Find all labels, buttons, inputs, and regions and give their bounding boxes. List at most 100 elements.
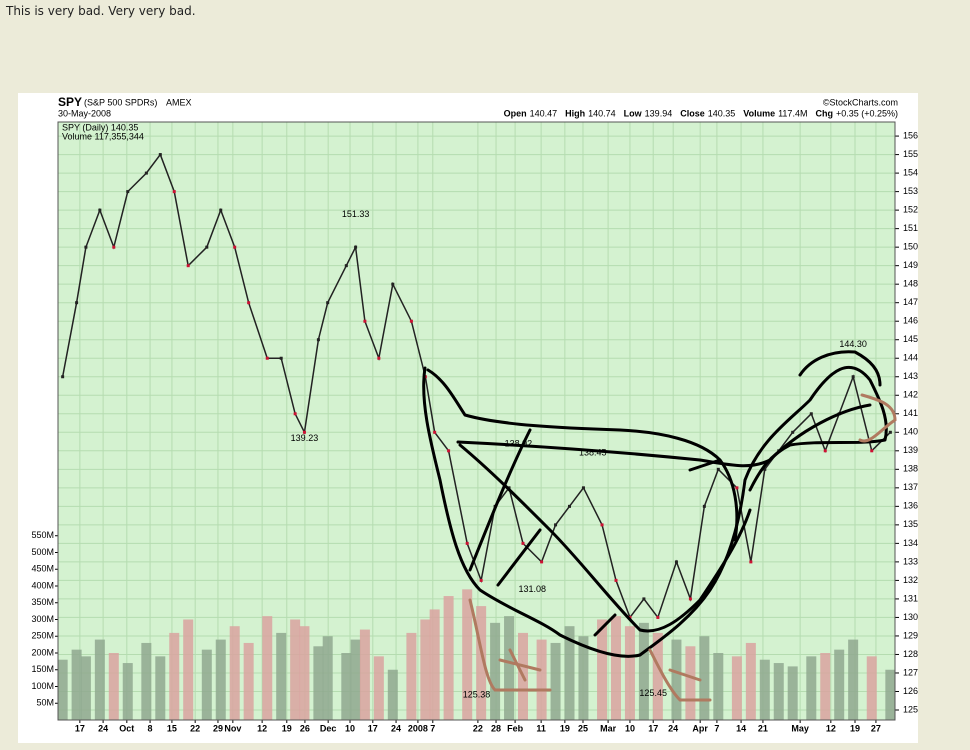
price-point bbox=[316, 338, 320, 342]
volume-bar bbox=[169, 632, 180, 720]
chart-title: SPY bbox=[58, 95, 82, 109]
quote-value: 140.47 bbox=[530, 108, 558, 118]
y-tick-label: 146 bbox=[903, 316, 918, 326]
x-tick-label: 11 bbox=[536, 723, 546, 733]
x-tick-label: 10 bbox=[345, 723, 355, 733]
volume-bar bbox=[504, 616, 515, 720]
price-point bbox=[554, 523, 558, 527]
y-tick-label: 143 bbox=[903, 371, 918, 381]
price-point bbox=[344, 264, 348, 268]
y-tick-label: 132 bbox=[903, 575, 918, 585]
price-point bbox=[84, 245, 88, 249]
y2-tick-label: 450M bbox=[31, 564, 54, 574]
y-tick-label: 141 bbox=[903, 408, 918, 418]
price-point bbox=[75, 301, 79, 305]
volume-bar bbox=[313, 646, 324, 720]
y-tick-label: 125 bbox=[903, 704, 918, 714]
price-point bbox=[186, 264, 190, 268]
volume-bar bbox=[713, 652, 724, 720]
x-tick-label: May bbox=[791, 723, 809, 733]
volume-bar bbox=[611, 616, 621, 720]
x-tick-label: 19 bbox=[560, 723, 570, 733]
y2-tick-label: 100M bbox=[31, 681, 54, 691]
volume-bar bbox=[322, 636, 333, 720]
volume-bar bbox=[299, 626, 310, 720]
price-point bbox=[363, 319, 367, 323]
x-tick-label: 14 bbox=[736, 723, 746, 733]
volume-bar bbox=[699, 636, 710, 720]
price-point bbox=[247, 301, 251, 305]
y-tick-label: 152 bbox=[903, 205, 918, 215]
exchange: AMEX bbox=[166, 97, 192, 107]
volume-bar bbox=[443, 596, 454, 720]
quote-label: Low bbox=[624, 108, 643, 118]
quote-value: 140.74 bbox=[588, 108, 616, 118]
quote-label: Close bbox=[680, 108, 705, 118]
price-point bbox=[391, 282, 395, 286]
price-point bbox=[837, 412, 841, 416]
volume-bar bbox=[638, 622, 649, 720]
price-point bbox=[126, 190, 130, 194]
x-tick-label: Nov bbox=[224, 723, 241, 733]
price-point bbox=[293, 412, 297, 416]
price-point bbox=[614, 578, 618, 582]
chart-subtitle: (S&P 500 SPDRs) bbox=[84, 97, 157, 107]
y-tick-label: 153 bbox=[903, 186, 918, 196]
price-point bbox=[763, 467, 767, 471]
post-text: This is very bad. Very very bad. bbox=[6, 4, 196, 18]
volume-bar bbox=[183, 619, 194, 720]
chart-date: 30-May-2008 bbox=[58, 108, 111, 118]
x-tick-label: 7 bbox=[714, 723, 719, 733]
volume-bar bbox=[350, 639, 361, 720]
price-point bbox=[479, 578, 483, 582]
volume-bar bbox=[341, 652, 352, 720]
volume-bar bbox=[80, 656, 91, 720]
x-tick-label: 19 bbox=[282, 723, 292, 733]
price-point bbox=[540, 560, 544, 564]
x-tick-label: 28 bbox=[491, 723, 501, 733]
quote-label: Chg bbox=[815, 108, 833, 118]
y-tick-label: 145 bbox=[903, 334, 918, 344]
volume-bar bbox=[94, 639, 105, 720]
price-point bbox=[377, 356, 381, 360]
y2-tick-label: 250M bbox=[31, 631, 54, 641]
annotation: 138.92 bbox=[505, 439, 533, 449]
price-point bbox=[688, 597, 692, 601]
annotation: 151.33 bbox=[342, 209, 370, 219]
volume-bar bbox=[476, 606, 487, 720]
volume-bar bbox=[155, 656, 166, 720]
volume-bar bbox=[597, 619, 608, 720]
volume-bar bbox=[652, 632, 663, 720]
y2-tick-label: 150M bbox=[31, 664, 54, 674]
price-point bbox=[112, 245, 116, 249]
volume-bar bbox=[387, 669, 398, 720]
price-point bbox=[465, 541, 469, 545]
y-tick-label: 133 bbox=[903, 556, 918, 566]
volume-bar bbox=[773, 663, 784, 720]
x-tick-label: 17 bbox=[368, 723, 378, 733]
volume-bar bbox=[759, 659, 770, 720]
y-tick-label: 128 bbox=[903, 649, 918, 659]
x-tick-label: Apr bbox=[692, 723, 708, 733]
x-tick-label: 24 bbox=[391, 723, 401, 733]
x-tick-label: Oct bbox=[119, 723, 134, 733]
volume-bar bbox=[57, 659, 68, 720]
x-tick-label: 15 bbox=[167, 723, 177, 733]
volume-bar bbox=[820, 652, 831, 720]
volume-bar bbox=[866, 656, 877, 720]
x-tick-label: Dec bbox=[320, 723, 337, 733]
price-point bbox=[423, 375, 427, 379]
x-tick-label: 21 bbox=[758, 723, 768, 733]
price-point bbox=[326, 301, 330, 305]
x-tick-label: Feb bbox=[507, 723, 524, 733]
volume-bar bbox=[550, 642, 561, 720]
volume-bar bbox=[215, 639, 226, 720]
x-tick-label: 17 bbox=[75, 723, 85, 733]
x-tick-label: 12 bbox=[257, 723, 267, 733]
price-point bbox=[716, 467, 720, 471]
y-tick-label: 139 bbox=[903, 445, 918, 455]
volume-bar bbox=[518, 632, 528, 720]
volume-bar bbox=[429, 609, 440, 720]
price-point bbox=[279, 356, 283, 360]
